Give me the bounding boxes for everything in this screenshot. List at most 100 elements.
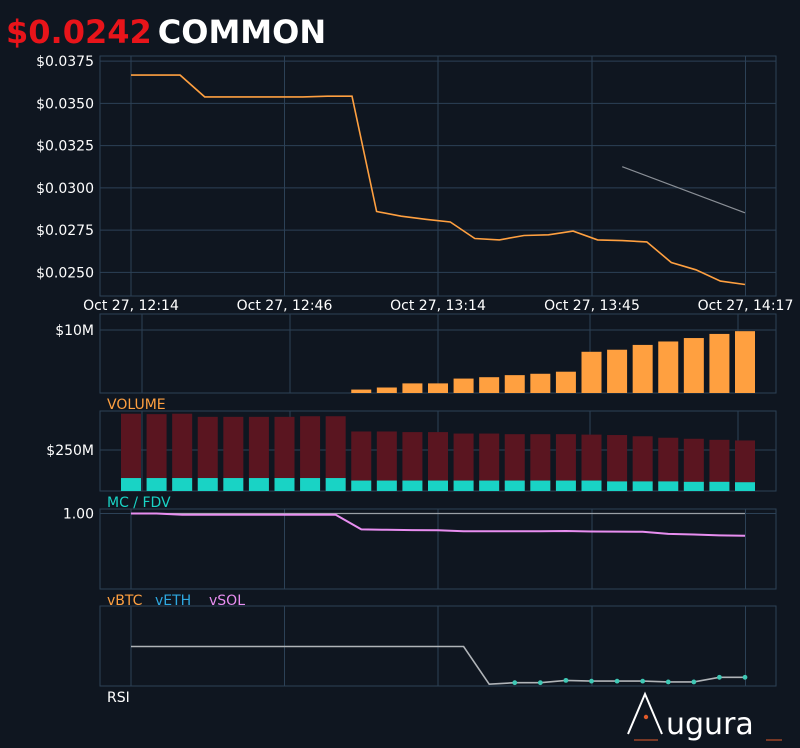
market-cap-bar [555, 371, 576, 393]
volume-bar [530, 434, 551, 491]
rsi-point [512, 680, 518, 686]
volume-bar [453, 433, 474, 491]
volume-bar-secondary [683, 481, 704, 491]
volume-bar-secondary [530, 480, 551, 491]
volume-bar [248, 416, 269, 491]
volume-bar [428, 432, 448, 491]
price-y-tick: $0.0300 [36, 181, 94, 197]
rsi-legend-veth: vETH [155, 593, 191, 609]
volume-bar-secondary [709, 481, 730, 491]
price-y-tick: $0.0275 [36, 223, 94, 239]
volume-bar-secondary [632, 481, 653, 491]
market-cap-bar [709, 333, 730, 393]
volume-bar-secondary [248, 478, 269, 491]
market-cap-bar [428, 383, 448, 393]
augura-logo: ugura [624, 690, 786, 748]
rsi-legend-vsol: vSOL [209, 593, 245, 609]
price-line [131, 74, 746, 286]
time-x-tick: Oct 27, 12:46 [237, 298, 333, 314]
rsi-point [742, 674, 748, 680]
volume-bar [735, 440, 755, 491]
market-cap-y-tick: $10M [55, 323, 94, 339]
rsi-point [614, 678, 620, 684]
rsi-point [537, 680, 543, 686]
market-cap-bar [376, 387, 397, 393]
volume-bar [555, 434, 576, 491]
current-price: $0.0242 [6, 13, 152, 51]
volume-bar [351, 431, 372, 491]
volume-bar-secondary [402, 480, 423, 491]
rsi-point [640, 678, 646, 684]
rsi-point [717, 674, 722, 680]
volume-bar [402, 432, 423, 491]
time-x-tick: Oct 27, 12:14 [83, 298, 179, 314]
market-cap-bar [402, 383, 423, 393]
market-cap-bar [453, 378, 474, 393]
volume-bar-secondary [735, 482, 755, 491]
volume-label: VOLUME [107, 397, 166, 413]
volume-bar-secondary [121, 478, 141, 491]
volume-bar-secondary [197, 478, 218, 491]
volume-bar [376, 431, 397, 491]
price-y-tick: $0.0375 [36, 54, 94, 70]
volume-bar [607, 435, 628, 491]
volume-bar-secondary [658, 481, 679, 491]
volume-y-tick: $250M [46, 443, 94, 459]
volume-bar-secondary [172, 478, 193, 491]
volume-bar-secondary [453, 480, 474, 491]
market-cap-bar [607, 349, 628, 393]
volume-bar [658, 437, 679, 491]
volume-bar-secondary [504, 480, 525, 491]
price-y-tick: $0.0250 [36, 265, 94, 281]
rsi-point [563, 677, 569, 683]
market-cap-bar [351, 389, 372, 393]
mc-fdv-y-tick: 1.00 [63, 507, 94, 523]
volume-bar-secondary [555, 480, 576, 491]
market-cap-bar [658, 341, 679, 393]
rsi-point [665, 679, 671, 685]
volume-bar-secondary [581, 480, 602, 491]
volume-bar [325, 416, 346, 491]
volume-bar-secondary [274, 478, 295, 491]
volume-bar-secondary [325, 478, 346, 491]
volume-bar-secondary [376, 480, 397, 491]
volume-bar [479, 433, 500, 491]
volume-bar [274, 416, 295, 491]
volume-bar [683, 438, 704, 491]
chart-header: $0.0242 COMMON [6, 12, 326, 52]
market-cap-bar [504, 375, 525, 393]
rsi-point [589, 678, 594, 684]
market-cap-bar [530, 373, 551, 393]
market-cap-bar [479, 377, 500, 393]
market-cap-bar [581, 351, 602, 393]
volume-bar [504, 434, 525, 491]
time-x-tick: Oct 27, 13:45 [544, 298, 640, 314]
volume-bar [632, 436, 653, 491]
volume-bar [121, 413, 141, 491]
time-x-tick: Oct 27, 14:17 [698, 298, 794, 314]
rsi-label: RSI [107, 690, 130, 706]
volume-bar [146, 414, 167, 491]
volume-bar-secondary [223, 478, 244, 491]
volume-bar-secondary [300, 478, 321, 491]
volume-bar [197, 416, 218, 491]
trend-line [621, 166, 746, 214]
volume-bar-secondary [428, 480, 448, 491]
mc-fdv-label: MC / FDV [107, 495, 171, 511]
rsi-legend-vbtc: vBTC [107, 593, 143, 609]
logo-wordmark: ugura [666, 707, 754, 742]
volume-bar [709, 439, 730, 491]
volume-bar-secondary [607, 481, 628, 491]
volume-bar-secondary [479, 480, 500, 491]
market-cap-bar [632, 344, 653, 393]
volume-bar [223, 416, 244, 491]
market-cap-bar [683, 338, 704, 393]
volume-bar-secondary [351, 480, 372, 491]
volume-bar-secondary [146, 478, 167, 491]
market-cap-bar [735, 331, 755, 393]
mc-fdv-line [131, 512, 746, 537]
time-x-tick: Oct 27, 13:14 [390, 298, 486, 314]
token-symbol: COMMON [157, 13, 327, 51]
volume-bar [300, 416, 321, 491]
